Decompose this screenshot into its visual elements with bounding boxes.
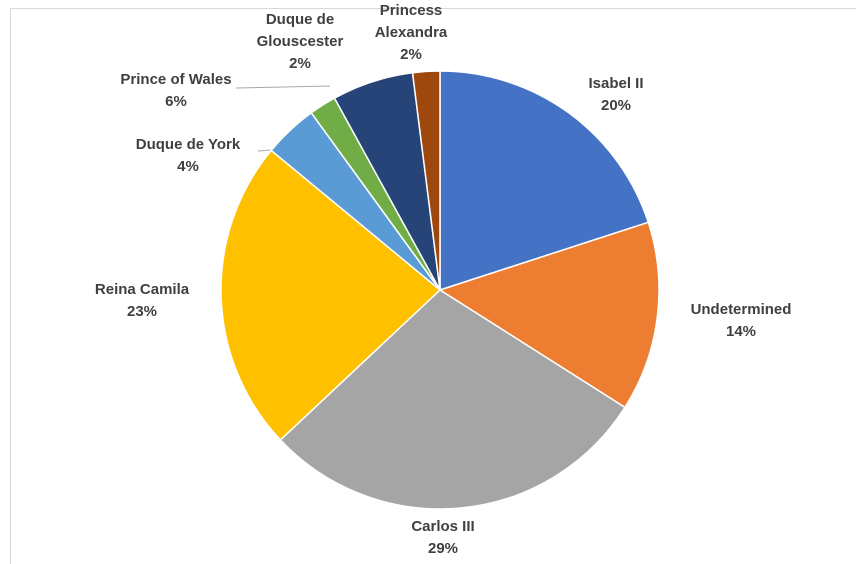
data-label: Undetermined 14% <box>661 299 821 343</box>
label-name: Isabel II <box>588 75 644 92</box>
label-name: Princess Alexandra <box>374 2 448 41</box>
label-name: Carlos III <box>411 518 475 535</box>
pie-slice <box>411 70 441 291</box>
leader-line <box>257 149 273 152</box>
label-name: Prince of Wales <box>120 71 232 88</box>
data-label: Duque de York 4% <box>108 134 268 178</box>
label-percent: 6% <box>165 93 187 110</box>
data-label: Carlos III 29% <box>363 516 523 560</box>
leader-line <box>235 85 331 89</box>
label-percent: 23% <box>126 303 158 320</box>
data-label: Duque de Glouscester 2% <box>255 9 345 75</box>
label-name: Duque de York <box>135 136 241 153</box>
chart-frame <box>10 8 856 564</box>
data-label: Princess Alexandra 2% <box>366 0 456 66</box>
pie-slice <box>438 221 660 409</box>
pie-slice <box>439 70 650 292</box>
data-label: Reina Camila 23% <box>62 279 222 323</box>
label-percent: 20% <box>600 97 632 114</box>
label-name: Duque de Glouscester <box>256 11 344 50</box>
pie-slice <box>220 149 442 441</box>
label-name: Reina Camila <box>94 281 190 298</box>
data-label: Isabel II 20% <box>536 73 696 117</box>
label-percent: 2% <box>400 46 422 63</box>
label-percent: 14% <box>725 323 757 340</box>
label-percent: 29% <box>427 540 459 557</box>
data-label: Prince of Wales 6% <box>96 69 256 113</box>
label-name: Undetermined <box>690 301 792 318</box>
label-percent: 2% <box>289 55 311 72</box>
pie-slice <box>279 289 626 510</box>
label-percent: 4% <box>177 158 199 175</box>
